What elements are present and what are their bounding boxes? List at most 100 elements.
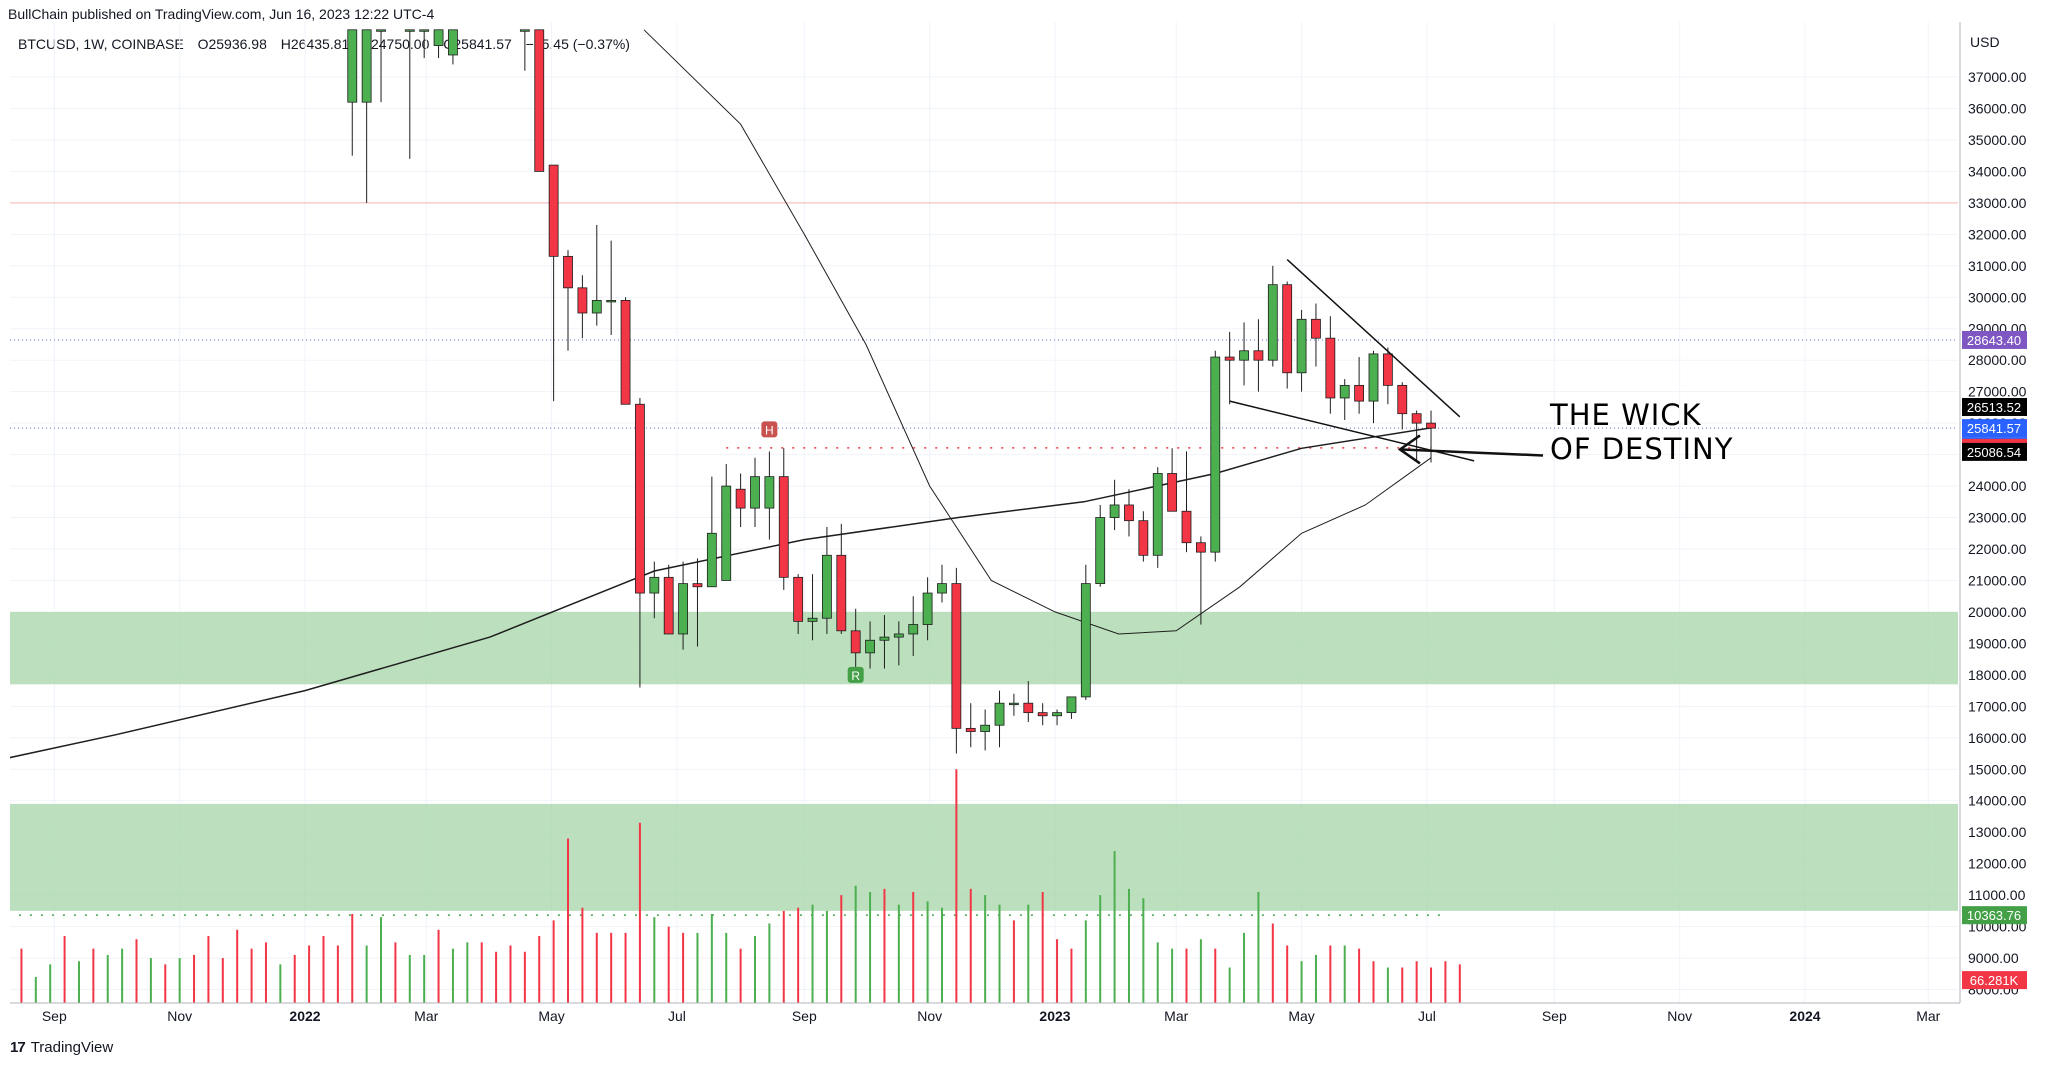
- time-axis-label: Nov: [1667, 1008, 1692, 1024]
- candle-body: [448, 29, 458, 56]
- close-value: C25841.57: [443, 36, 512, 52]
- candle-body: [1152, 473, 1163, 556]
- candle-body: [778, 476, 789, 578]
- candle-body: [1095, 517, 1106, 585]
- candle-body: [692, 583, 703, 588]
- candle-body: [404, 29, 415, 32]
- price-tag: [1962, 906, 2027, 925]
- price-axis-label: 34000.00: [1968, 163, 2027, 179]
- price-tag-label: 25086.54: [1967, 445, 2021, 460]
- price-tag-label: 28643.40: [1967, 333, 2021, 348]
- moving-average-long: [10, 427, 1432, 759]
- candle-body: [865, 639, 875, 654]
- price-tag: [1962, 330, 2027, 349]
- price-axis-label: 22000.00: [1968, 541, 2027, 557]
- candle-body: [419, 29, 430, 32]
- price-axis-label: 33000.00: [1968, 195, 2027, 211]
- candle-body: [1037, 712, 1048, 717]
- candle-body: [635, 403, 645, 594]
- marker-label: H: [765, 423, 774, 437]
- support-zone: [10, 611, 1958, 685]
- time-axis-label: 2024: [1789, 1008, 1820, 1024]
- candle-body: [1339, 384, 1350, 399]
- plot-area: HR: [10, 22, 1958, 1003]
- candle-body: [1239, 350, 1249, 361]
- annotation-arrow-head: [1397, 434, 1421, 465]
- candle-body: [591, 300, 602, 314]
- candle-body: [1282, 284, 1293, 374]
- footer-branding[interactable]: 17 TradingView: [10, 1039, 113, 1056]
- time-axis-label: Sep: [792, 1008, 817, 1024]
- price-axis-label: 23000.00: [1968, 510, 2027, 526]
- price-tag-label: 25841.57: [1967, 421, 2021, 436]
- candle-body: [1066, 696, 1077, 714]
- candle-body: [908, 624, 919, 635]
- candle-body: [1109, 504, 1120, 518]
- price-axis-label: 19000.00: [1968, 635, 2027, 651]
- price-tag-label: 26513.52: [1967, 400, 2021, 415]
- price-axis-label: 35000.00: [1968, 132, 2027, 148]
- price-axis-label: 9000.00: [1968, 950, 2019, 966]
- candle-body: [663, 576, 674, 635]
- candle-body: [1080, 583, 1091, 698]
- price-tag: [1962, 971, 2027, 990]
- candle-body: [1023, 702, 1034, 714]
- trendline: [1286, 258, 1461, 418]
- candle-body: [735, 488, 746, 509]
- candle-body: [1368, 353, 1379, 402]
- candle-body: [376, 29, 386, 32]
- candle-body: [534, 29, 545, 172]
- price-axis-label: 14000.00: [1968, 793, 2027, 809]
- annotation-text: THE WICK OF DESTINY: [1550, 398, 1733, 466]
- annotation-line-1: THE WICK: [1550, 398, 1702, 432]
- marker-badge-r: [847, 666, 864, 683]
- price-axis-label: 20000.00: [1968, 604, 2027, 620]
- candle-body: [1052, 712, 1062, 717]
- candle-body: [1325, 337, 1336, 399]
- candle-body: [649, 576, 660, 594]
- candle-body: [1009, 702, 1019, 706]
- price-axis-label: 18000.00: [1968, 667, 2027, 683]
- candle-body: [519, 29, 530, 32]
- symbol-label[interactable]: BTCUSD, 1W, COINBASE: [18, 36, 184, 52]
- candle-body: [606, 300, 617, 303]
- time-axis-label: May: [1288, 1008, 1314, 1024]
- support-zone: [10, 803, 1958, 911]
- brand-name: TradingView: [30, 1039, 114, 1056]
- candle-body: [836, 554, 847, 632]
- time-axis-label: Jul: [1418, 1008, 1436, 1024]
- price-axis-label: 11000.00: [1968, 887, 2026, 903]
- time-axis-label: Nov: [917, 1008, 942, 1024]
- candle-body: [1138, 520, 1149, 556]
- time-axis-label: Mar: [1916, 1008, 1940, 1024]
- candle-body: [807, 617, 818, 622]
- candle-body: [1210, 356, 1221, 553]
- time-axis-label: Nov: [167, 1008, 192, 1024]
- candle-body: [965, 727, 976, 732]
- candle-body: [1167, 473, 1178, 512]
- moving-average-short: [643, 29, 1432, 635]
- candle-body: [1253, 350, 1264, 361]
- time-axis-label: Sep: [1542, 1008, 1567, 1024]
- price-axis-label: 12000.00: [1968, 856, 2027, 872]
- candle-body: [548, 164, 559, 257]
- candle-body: [1181, 510, 1192, 544]
- annotation-line-2: OF DESTINY: [1550, 432, 1734, 466]
- price-axis-label: 36000.00: [1968, 100, 2027, 116]
- price-tag-label: 66.281K: [1970, 973, 2019, 988]
- candle-body: [1397, 384, 1408, 415]
- candle-body: [1311, 318, 1321, 339]
- tradingview-logo-icon: 17: [10, 1039, 26, 1056]
- price-tag: [1962, 419, 2027, 438]
- annotation-arrow-shaft: [1401, 448, 1544, 457]
- candle-body: [822, 554, 832, 619]
- time-axis-label: Mar: [1164, 1008, 1188, 1024]
- price-axis-label: 17000.00: [1968, 698, 2027, 714]
- price-axis-label: 32000.00: [1968, 226, 2027, 242]
- attribution-text: BullChain published on TradingView.com, …: [8, 6, 435, 22]
- candle-body: [1267, 284, 1278, 361]
- price-axis-label: 27000.00: [1968, 384, 2027, 400]
- time-axis-label: 2023: [1039, 1008, 1070, 1024]
- candle-body: [1411, 413, 1422, 424]
